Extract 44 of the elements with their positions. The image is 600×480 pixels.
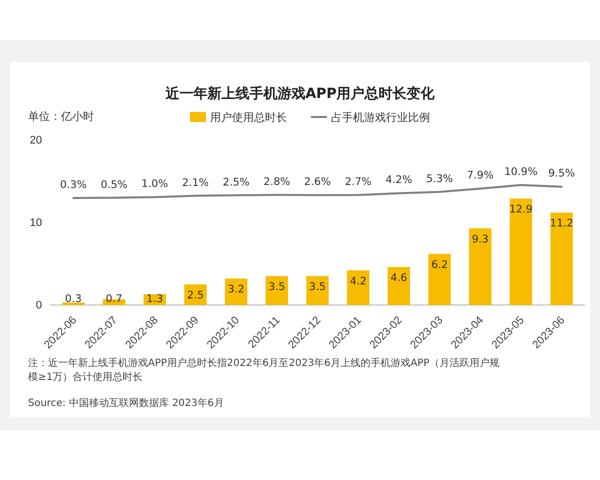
data-label: 5.3% <box>426 172 453 185</box>
data-label: 2.8% <box>263 176 290 188</box>
legend-label: 用户使用总时长 <box>210 111 287 124</box>
data-label: 2.7% <box>344 176 372 188</box>
data-label: 9.5% <box>548 168 575 180</box>
data-label: 7.9% <box>466 170 494 182</box>
data-label: 3.5 <box>309 281 326 294</box>
bar <box>306 276 329 305</box>
data-label: 0.5% <box>100 178 128 191</box>
data-label: 2.5% <box>222 176 250 188</box>
data-label: 4.2% <box>386 174 412 186</box>
bar <box>266 276 288 305</box>
data-label: 3.2 <box>228 284 244 296</box>
y-tick-label: 10 <box>30 217 42 230</box>
text: 注：近一年新上线手机游戏APP用户总时长指2022年6月至2023年6月上线的手机游戏APP（月活跃用户规模≥1万）合计使用总时长 <box>28 357 500 383</box>
data-label: 12.9 <box>509 204 533 216</box>
y-tick-label: 20 <box>30 134 42 147</box>
data-label: 0.7 <box>106 293 122 305</box>
y-axis-title: 单位：亿小时 <box>28 110 94 123</box>
source-note: Source: 中国移动互联网数据库 2023年6月 <box>28 397 224 409</box>
bar <box>346 270 370 305</box>
data-label: 4.2 <box>350 275 367 288</box>
chart-title: 近一年新上线手机游戏APP用户总时长变化 <box>164 85 436 102</box>
data-label: 0.3% <box>60 179 87 191</box>
data-label: 10.9% <box>504 166 538 178</box>
y-tick-label: 0 <box>36 300 42 312</box>
data-label: 9.3 <box>472 233 489 246</box>
bar <box>510 198 532 305</box>
data-label: 11.2 <box>550 218 574 230</box>
data-label: 2.1% <box>182 176 209 189</box>
bar <box>469 228 492 305</box>
data-label: 6.2 <box>431 258 448 271</box>
data-label: 4.6 <box>390 272 408 284</box>
data-label: 2.6% <box>304 176 331 188</box>
data-label: 3.5 <box>268 281 286 294</box>
bar <box>388 267 410 305</box>
bar <box>224 278 248 305</box>
bar <box>550 212 573 305</box>
bar <box>428 254 451 305</box>
data-label: 2.5 <box>187 289 204 302</box>
data-label: 1.3 <box>146 293 164 305</box>
data-label: 1.0% <box>141 178 168 190</box>
data-label: 0.3 <box>65 293 82 305</box>
legend-label: 占手机游戏行业比例 <box>331 111 430 124</box>
